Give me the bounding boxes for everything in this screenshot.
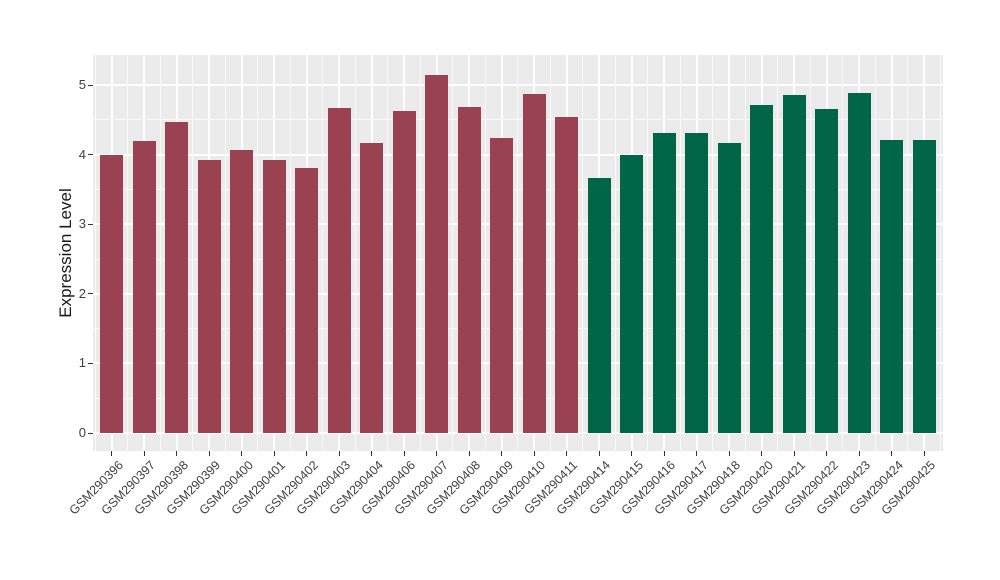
x-minor-gridline bbox=[874, 55, 876, 451]
x-minor-gridline bbox=[907, 55, 909, 451]
x-minor-gridline bbox=[94, 55, 96, 451]
bar-GSM290415 bbox=[620, 155, 644, 433]
x-tick-mark bbox=[501, 451, 503, 456]
x-minor-gridline bbox=[679, 55, 681, 451]
x-tick-mark bbox=[696, 451, 698, 456]
x-tick-mark bbox=[826, 451, 828, 456]
y-major-gridline bbox=[93, 153, 943, 156]
x-tick-mark bbox=[111, 451, 113, 456]
bar-GSM290422 bbox=[815, 108, 839, 433]
x-minor-gridline bbox=[387, 55, 389, 451]
x-minor-gridline bbox=[322, 55, 324, 451]
y-tick-mark bbox=[88, 362, 93, 364]
y-axis-title: Expression Level bbox=[56, 188, 75, 318]
x-tick-mark bbox=[403, 451, 405, 456]
x-tick-mark bbox=[793, 451, 795, 456]
x-tick-mark bbox=[923, 451, 925, 456]
y-tick-mark bbox=[88, 84, 93, 86]
x-minor-gridline bbox=[192, 55, 194, 451]
bar-GSM290420 bbox=[750, 105, 774, 433]
x-tick-mark bbox=[891, 451, 893, 456]
y-major-gridline bbox=[93, 84, 943, 86]
y-tick-label: 2 bbox=[78, 285, 86, 301]
bar-GSM290402 bbox=[295, 167, 319, 433]
x-minor-gridline bbox=[939, 55, 941, 451]
x-tick-mark bbox=[631, 451, 633, 456]
x-tick-mark bbox=[176, 451, 178, 456]
x-minor-gridline bbox=[257, 55, 259, 451]
bar-GSM290423 bbox=[847, 93, 871, 433]
y-tick-mark bbox=[88, 293, 93, 295]
x-minor-gridline bbox=[354, 55, 356, 451]
x-minor-gridline bbox=[517, 55, 519, 451]
bar-GSM290410 bbox=[522, 94, 546, 433]
x-minor-gridline bbox=[127, 55, 129, 451]
x-tick-mark bbox=[371, 451, 373, 456]
bar-GSM290418 bbox=[717, 142, 741, 433]
y-major-gridline bbox=[93, 362, 943, 365]
bar-GSM290417 bbox=[685, 133, 709, 433]
y-major-gridline bbox=[93, 292, 943, 295]
y-tick-label: 4 bbox=[78, 146, 86, 162]
bar-GSM290400 bbox=[230, 149, 254, 433]
y-tick-label: 0 bbox=[78, 425, 86, 440]
y-tick-mark bbox=[88, 432, 93, 434]
bar-GSM290406 bbox=[392, 110, 416, 433]
x-tick-mark bbox=[241, 451, 243, 456]
bar-GSM290425 bbox=[912, 139, 936, 433]
x-tick-mark bbox=[208, 451, 210, 456]
y-major-gridline bbox=[93, 223, 943, 226]
bar-GSM290421 bbox=[782, 94, 806, 433]
y-tick-label: 5 bbox=[78, 77, 86, 92]
x-minor-gridline bbox=[289, 55, 291, 451]
bar-GSM290409 bbox=[490, 137, 514, 433]
x-minor-gridline bbox=[614, 55, 616, 451]
x-minor-gridline bbox=[647, 55, 649, 451]
y-tick-mark bbox=[88, 154, 93, 156]
x-minor-gridline bbox=[484, 55, 486, 451]
y-tick-label: 3 bbox=[78, 216, 86, 232]
x-minor-gridline bbox=[842, 55, 844, 451]
bar-GSM290407 bbox=[425, 74, 449, 433]
y-tick-label: 1 bbox=[78, 355, 86, 371]
x-minor-gridline bbox=[419, 55, 421, 451]
x-minor-gridline bbox=[777, 55, 779, 451]
x-minor-gridline bbox=[582, 55, 584, 451]
x-tick-mark bbox=[436, 451, 438, 456]
x-tick-mark bbox=[306, 451, 308, 456]
bar-GSM290396 bbox=[100, 154, 124, 433]
bar-GSM290397 bbox=[132, 141, 156, 433]
x-tick-mark bbox=[858, 451, 860, 456]
bar-GSM290408 bbox=[457, 107, 481, 433]
x-tick-mark bbox=[533, 451, 535, 456]
x-tick-mark bbox=[728, 451, 730, 456]
x-minor-gridline bbox=[809, 55, 811, 451]
x-minor-gridline bbox=[549, 55, 551, 451]
bar-GSM290424 bbox=[880, 139, 904, 433]
bar-GSM290416 bbox=[652, 133, 676, 433]
x-tick-mark bbox=[273, 451, 275, 456]
bar-GSM290403 bbox=[327, 107, 351, 433]
x-minor-gridline bbox=[159, 55, 161, 451]
x-minor-gridline bbox=[712, 55, 714, 451]
y-major-gridline bbox=[93, 432, 943, 434]
bar-GSM290399 bbox=[197, 160, 221, 433]
y-tick-mark bbox=[88, 223, 93, 225]
x-tick-mark bbox=[663, 451, 665, 456]
x-minor-gridline bbox=[452, 55, 454, 451]
x-tick-mark bbox=[566, 451, 568, 456]
x-minor-gridline bbox=[744, 55, 746, 451]
bar-GSM290401 bbox=[262, 160, 286, 433]
bar-GSM290398 bbox=[165, 121, 189, 433]
bar-GSM290404 bbox=[360, 142, 384, 433]
bar-GSM290411 bbox=[555, 117, 579, 433]
x-tick-mark bbox=[598, 451, 600, 456]
x-tick-mark bbox=[468, 451, 470, 456]
bar-GSM290414 bbox=[587, 178, 611, 433]
x-tick-mark bbox=[143, 451, 145, 456]
x-tick-mark bbox=[761, 451, 763, 456]
x-minor-gridline bbox=[224, 55, 226, 451]
x-tick-mark bbox=[338, 451, 340, 456]
